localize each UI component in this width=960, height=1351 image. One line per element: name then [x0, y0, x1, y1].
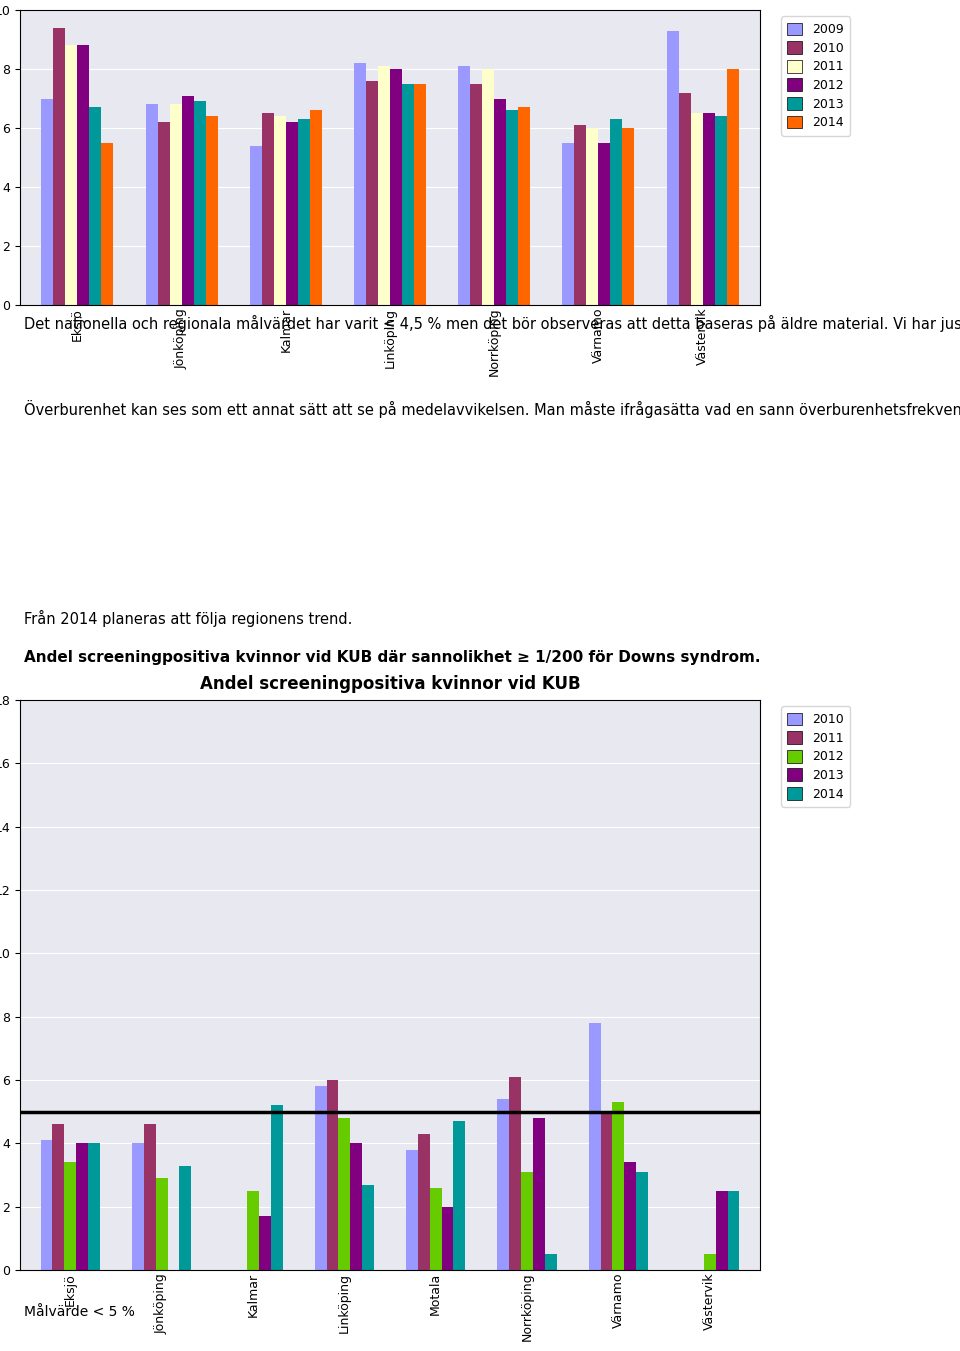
- Bar: [65, 46, 78, 305]
- Bar: [271, 1105, 282, 1270]
- Bar: [587, 128, 598, 305]
- Bar: [338, 1119, 350, 1270]
- Bar: [714, 116, 727, 305]
- Bar: [453, 1121, 466, 1270]
- Bar: [418, 1133, 430, 1270]
- Bar: [54, 28, 65, 305]
- Bar: [378, 66, 390, 305]
- Bar: [611, 119, 622, 305]
- Text: Målvärde < 5 %: Målvärde < 5 %: [24, 1305, 134, 1319]
- Bar: [414, 84, 426, 305]
- Bar: [690, 113, 703, 305]
- Bar: [144, 1124, 156, 1270]
- Bar: [170, 104, 181, 305]
- Bar: [716, 1190, 728, 1270]
- Bar: [679, 93, 690, 305]
- Bar: [157, 122, 170, 305]
- Bar: [205, 116, 218, 305]
- Bar: [601, 1112, 612, 1270]
- Legend: 2009, 2010, 2011, 2012, 2013, 2014: 2009, 2010, 2011, 2012, 2013, 2014: [781, 16, 851, 135]
- Bar: [545, 1254, 557, 1270]
- Bar: [521, 1171, 533, 1270]
- Bar: [298, 119, 310, 305]
- Text: Överburenhet kan ses som ett annat sätt att se på medelavvikelsen. Man måste ifr: Överburenhet kan ses som ett annat sätt …: [24, 400, 960, 417]
- Bar: [180, 1166, 191, 1270]
- Bar: [442, 1206, 453, 1270]
- Bar: [259, 1216, 271, 1270]
- Bar: [326, 1079, 338, 1270]
- Bar: [194, 101, 205, 305]
- Bar: [703, 113, 714, 305]
- Text: Andel screeningpositiva kvinnor vid KUB där sannolikhet ≥ 1/200 för Downs syndro: Andel screeningpositiva kvinnor vid KUB …: [24, 650, 760, 665]
- Bar: [494, 99, 506, 305]
- Bar: [286, 122, 298, 305]
- Bar: [274, 116, 286, 305]
- Bar: [518, 107, 530, 305]
- Title: Andel screeningpositiva kvinnor vid KUB: Andel screeningpositiva kvinnor vid KUB: [200, 676, 580, 693]
- Bar: [506, 111, 518, 305]
- Bar: [354, 63, 366, 305]
- Bar: [366, 81, 378, 305]
- Bar: [666, 31, 679, 305]
- Bar: [362, 1185, 374, 1270]
- Bar: [89, 107, 102, 305]
- Bar: [76, 1143, 88, 1270]
- Bar: [533, 1119, 545, 1270]
- Bar: [262, 113, 274, 305]
- Bar: [622, 128, 635, 305]
- Bar: [78, 46, 89, 305]
- Bar: [40, 1140, 53, 1270]
- Bar: [574, 126, 587, 305]
- Bar: [406, 1150, 418, 1270]
- Bar: [482, 69, 494, 305]
- Bar: [402, 84, 414, 305]
- Bar: [64, 1162, 76, 1270]
- Bar: [509, 1077, 521, 1270]
- Bar: [247, 1190, 259, 1270]
- Text: Från 2014 planeras att följa regionens trend.: Från 2014 planeras att följa regionens t…: [24, 611, 352, 627]
- Bar: [598, 143, 611, 305]
- Title: Överburenhet: Överburenhet: [320, 0, 461, 3]
- Bar: [458, 66, 470, 305]
- Bar: [497, 1098, 509, 1270]
- Bar: [310, 111, 322, 305]
- Bar: [41, 99, 54, 305]
- Bar: [728, 1190, 739, 1270]
- Bar: [53, 1124, 64, 1270]
- Bar: [390, 69, 402, 305]
- Bar: [146, 104, 157, 305]
- Bar: [624, 1162, 636, 1270]
- Bar: [727, 69, 738, 305]
- Bar: [612, 1102, 624, 1270]
- Bar: [704, 1254, 716, 1270]
- Bar: [102, 143, 113, 305]
- Bar: [315, 1086, 326, 1270]
- Bar: [181, 96, 194, 305]
- Bar: [470, 84, 482, 305]
- Bar: [636, 1171, 648, 1270]
- Bar: [430, 1188, 442, 1270]
- Bar: [588, 1023, 601, 1270]
- Bar: [350, 1143, 362, 1270]
- Text: Det nationella och regionala målvärdet har varit ≤ 4,5 % men det bör observeras : Det nationella och regionala målvärdet h…: [24, 315, 960, 332]
- Legend: 2010, 2011, 2012, 2013, 2014: 2010, 2011, 2012, 2013, 2014: [781, 707, 851, 807]
- Bar: [132, 1143, 144, 1270]
- Bar: [563, 143, 574, 305]
- Bar: [250, 146, 262, 305]
- Bar: [156, 1178, 168, 1270]
- Bar: [88, 1143, 100, 1270]
